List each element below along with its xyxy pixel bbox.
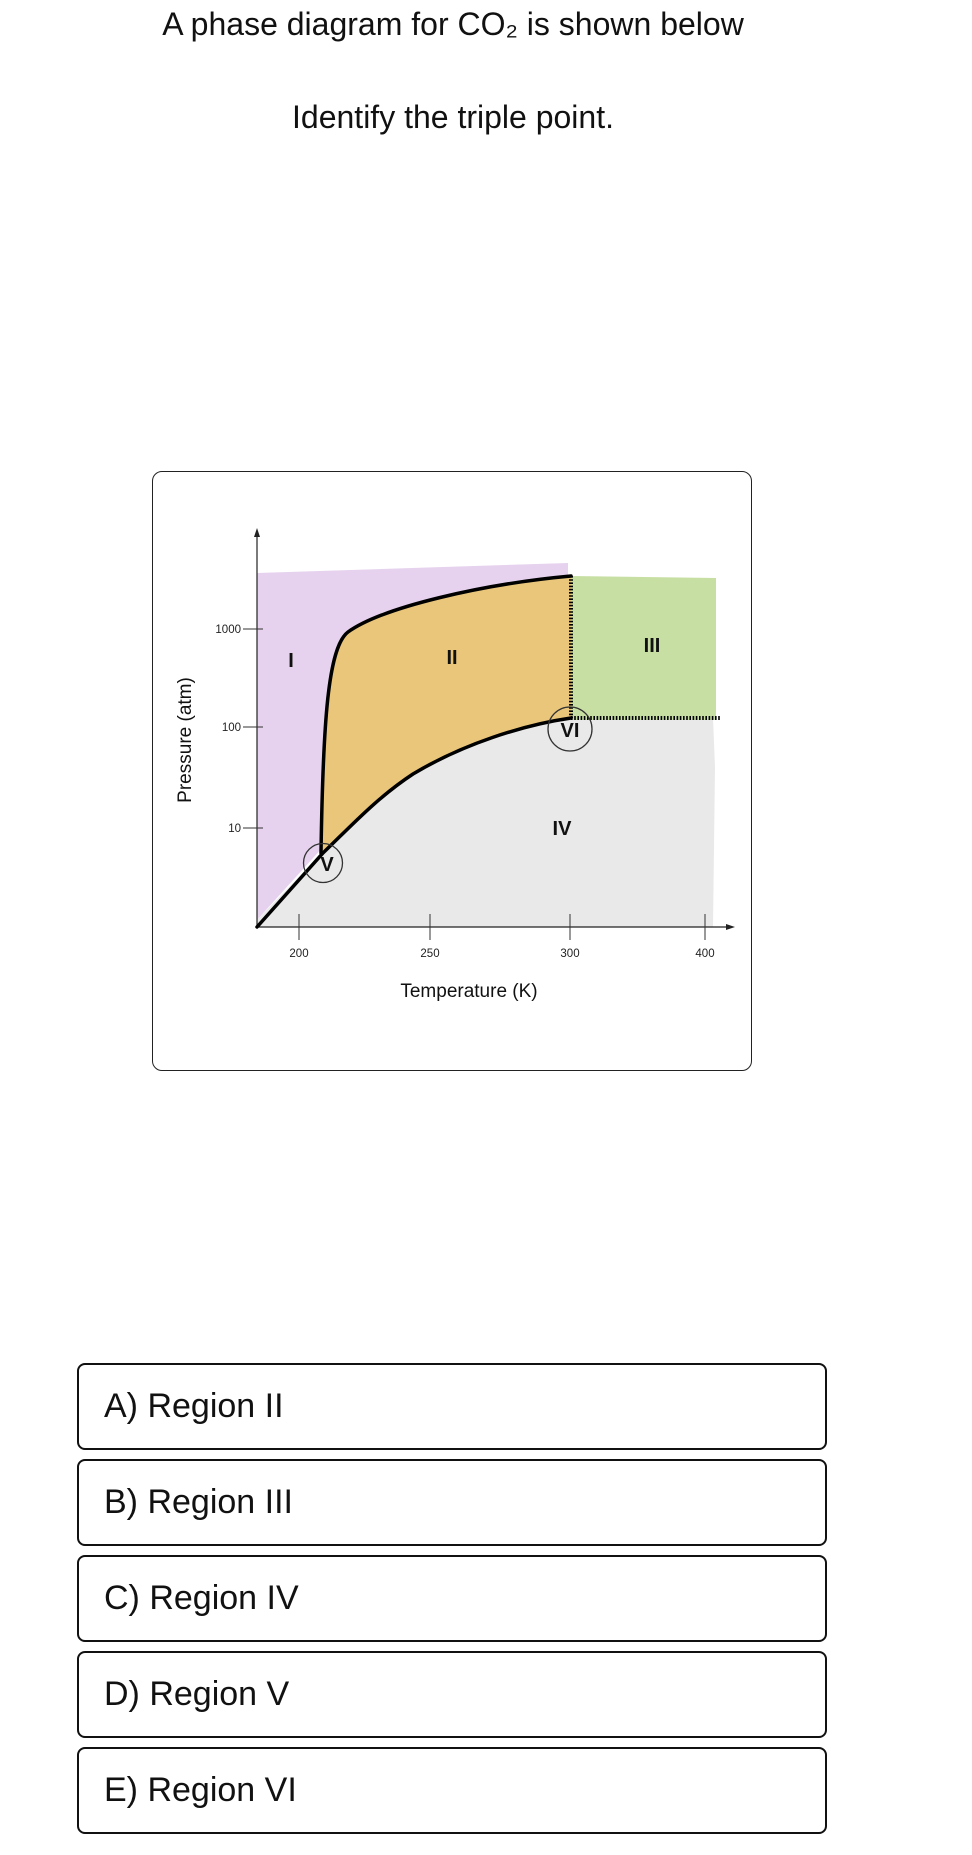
region-label-ii: II	[446, 647, 457, 669]
region-iv-fill	[257, 718, 715, 927]
y-axis-label: Pressure (atm)	[175, 677, 196, 803]
x-tick-label-250: 250	[420, 948, 439, 960]
answer-options: A) Region II B) Region III C) Region IV …	[77, 1363, 827, 1843]
region-label-i: I	[288, 650, 294, 672]
option-b-button[interactable]: B) Region III	[77, 1459, 827, 1546]
sublimation-curve	[255, 716, 573, 929]
option-a-button[interactable]: A) Region II	[77, 1363, 827, 1450]
phase-diagram-card: 1000 100 10 200 250 300 400 Temperature …	[152, 471, 752, 1071]
point-v-circle	[302, 842, 344, 884]
point-label-vi: VI	[561, 720, 580, 742]
region-label-iii: III	[644, 635, 661, 657]
melting-curve	[319, 574, 573, 855]
region-label-iv: IV	[553, 818, 573, 840]
option-d-label: D) Region V	[104, 1675, 290, 1713]
region-ii-fill	[321, 576, 571, 853]
y-tick-label-1000: 1000	[215, 624, 241, 636]
y-axis-arrow	[254, 528, 260, 537]
x-tick-label-400: 400	[695, 948, 714, 960]
y-tick-label-10: 10	[228, 823, 241, 835]
point-vi-circle	[547, 706, 593, 752]
point-label-v: V	[320, 854, 334, 876]
option-b-label: B) Region III	[104, 1483, 293, 1521]
question-instruction: Identify the triple point.	[292, 99, 614, 135]
y-tick-label-100: 100	[222, 722, 241, 734]
y-ticks	[243, 628, 263, 829]
x-axis-arrow	[726, 924, 735, 930]
option-e-label: E) Region VI	[104, 1771, 297, 1809]
option-c-button[interactable]: C) Region IV	[77, 1555, 827, 1642]
option-d-button[interactable]: D) Region V	[77, 1651, 827, 1738]
region-iii-fill	[571, 576, 716, 720]
option-c-label: C) Region IV	[104, 1579, 299, 1617]
x-axis-label: Temperature (K)	[400, 981, 537, 1002]
option-a-label: A) Region II	[104, 1387, 284, 1425]
x-tick-label-200: 200	[289, 948, 308, 960]
option-e-button[interactable]: E) Region VI	[77, 1747, 827, 1834]
question-title: A phase diagram for CO₂ is shown below	[162, 6, 744, 42]
phase-diagram: 1000 100 10 200 250 300 400 Temperature …	[175, 528, 735, 1002]
x-tick-label-300: 300	[560, 948, 579, 960]
x-ticks	[298, 914, 706, 940]
